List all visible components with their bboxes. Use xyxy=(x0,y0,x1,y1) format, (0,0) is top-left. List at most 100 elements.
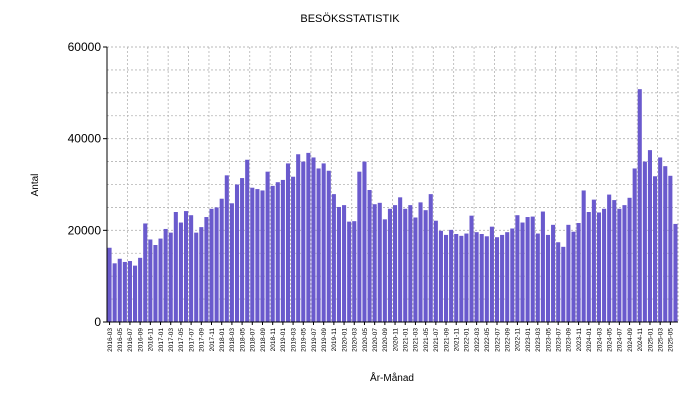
bar xyxy=(530,216,535,322)
x-tick-label: 2024-01 xyxy=(586,328,593,352)
x-tick-label: 2022-11 xyxy=(515,328,522,352)
x-tick-label: 2021-03 xyxy=(413,328,420,352)
bar xyxy=(296,154,301,322)
x-tick-label: 2017-05 xyxy=(178,328,185,352)
bar xyxy=(632,168,637,322)
bar xyxy=(454,234,459,322)
bar xyxy=(387,208,392,322)
bar xyxy=(367,190,372,322)
x-tick-label: 2023-05 xyxy=(545,328,552,352)
bar xyxy=(566,224,571,322)
bar xyxy=(224,175,229,322)
bar xyxy=(408,205,413,323)
x-tick-label: 2019-01 xyxy=(280,328,287,352)
x-tick-label: 2023-01 xyxy=(525,328,532,352)
x-tick-label: 2017-09 xyxy=(199,328,206,352)
bar xyxy=(469,215,474,322)
x-tick-label: 2018-03 xyxy=(229,328,236,352)
bar xyxy=(540,211,545,322)
bar xyxy=(138,257,143,322)
x-tick-label: 2023-07 xyxy=(555,328,562,352)
bar xyxy=(581,190,586,322)
bar xyxy=(561,246,566,322)
bar xyxy=(438,230,443,322)
bar xyxy=(525,217,530,322)
bar xyxy=(382,219,387,322)
x-tick-label: 2016-05 xyxy=(117,328,124,352)
x-tick-label: 2021-01 xyxy=(403,328,410,352)
bar xyxy=(214,207,219,322)
bar xyxy=(607,194,612,322)
bar xyxy=(372,204,377,322)
x-tick-label: 2022-09 xyxy=(505,328,512,352)
bar xyxy=(627,197,632,322)
bar xyxy=(270,185,275,323)
bar xyxy=(321,163,326,322)
bar xyxy=(393,205,398,323)
x-tick-label: 2019-03 xyxy=(290,328,297,352)
bar xyxy=(642,161,647,322)
bar xyxy=(265,171,270,322)
y-tick-label: 60000 xyxy=(68,40,102,54)
bar xyxy=(510,228,515,322)
bar xyxy=(183,211,189,322)
x-axis-label: År-Månad xyxy=(370,371,414,384)
bar xyxy=(535,233,540,322)
bar xyxy=(663,166,668,322)
x-tick-label: 2018-09 xyxy=(260,328,267,352)
bar xyxy=(326,170,331,322)
bar xyxy=(260,190,265,322)
bar xyxy=(331,194,336,323)
bar xyxy=(443,234,449,322)
y-tick-labels: 0 20000 40000 60000 xyxy=(68,40,107,329)
bar xyxy=(347,221,352,323)
bar xyxy=(668,175,673,322)
gridlines xyxy=(106,46,679,322)
x-tick-label: 2017-07 xyxy=(188,328,195,352)
bar xyxy=(505,232,510,322)
y-tick-label: 40000 xyxy=(68,132,102,146)
bar xyxy=(479,234,484,322)
bar xyxy=(637,89,642,322)
bar xyxy=(602,208,607,322)
x-tick-label: 2024-11 xyxy=(637,328,644,352)
x-tick-label: 2017-01 xyxy=(158,328,165,352)
bar xyxy=(428,194,433,323)
bar xyxy=(342,205,347,323)
bars xyxy=(107,89,678,323)
bar xyxy=(377,202,382,322)
y-axis-label: Antal xyxy=(30,174,41,197)
x-tick-label: 2020-11 xyxy=(392,328,399,352)
bar xyxy=(357,171,362,322)
x-tick-label: 2016-09 xyxy=(137,328,144,352)
bar xyxy=(168,232,173,323)
bar xyxy=(275,182,280,322)
x-tick-label: 2022-05 xyxy=(484,328,491,352)
bar xyxy=(673,223,678,322)
bar xyxy=(194,232,199,323)
bar xyxy=(199,227,204,323)
bar xyxy=(556,242,561,322)
bar xyxy=(301,161,306,322)
x-tick-label: 2020-01 xyxy=(341,328,348,352)
x-tick-label: 2020-07 xyxy=(372,328,379,352)
bar xyxy=(250,187,255,322)
bar xyxy=(520,222,525,322)
bar xyxy=(653,176,658,322)
bar xyxy=(551,224,556,322)
bar xyxy=(204,217,209,322)
bar xyxy=(245,159,250,322)
bar xyxy=(494,237,500,322)
bar xyxy=(189,215,194,322)
bar xyxy=(464,233,469,322)
bar xyxy=(306,152,311,323)
bar xyxy=(173,212,178,322)
x-tick-label: 2017-11 xyxy=(209,328,216,352)
bar xyxy=(545,234,551,322)
x-tick-label: 2024-03 xyxy=(596,328,603,352)
axes xyxy=(106,47,678,323)
x-tick-label: 2017-03 xyxy=(168,328,175,352)
bar xyxy=(362,161,367,322)
x-tick-label: 2022-03 xyxy=(474,328,481,352)
